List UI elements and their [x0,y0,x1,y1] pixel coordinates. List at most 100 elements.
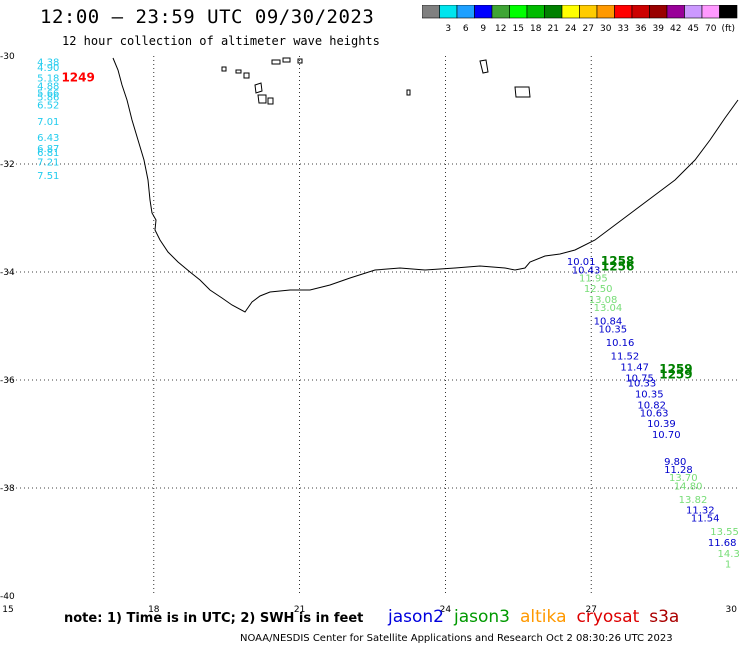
scale-swatch [491,5,510,19]
scale-label: 9 [480,24,486,34]
satellite-legend: jason2 jason3 altika cryosat s3a [388,607,689,627]
pass-time-label: 1259 [659,368,692,382]
island-path [235,69,242,74]
island-path [406,89,411,96]
scale-swatch [719,5,738,19]
wave-height-value: 6.43 [37,133,59,144]
island-path [282,57,291,63]
scale-label: 15 [513,24,524,34]
wave-height-value: 12.50 [584,284,613,295]
lat-tick-label: -38 [0,484,15,494]
scale-swatch [456,5,475,19]
wave-height-value: 10.01 [567,257,596,268]
scale-swatch [509,5,528,19]
scale-label: 12 [495,24,506,34]
wave-height-value: 10.70 [652,430,681,441]
lat-tick-label: -32 [0,160,15,170]
scale-swatch [666,5,685,19]
island-path [267,97,274,105]
wave-height-value: 5.18 [37,74,59,85]
scale-label: 39 [653,24,665,34]
lon-tick-label: 24 [440,605,452,615]
wave-height-value: 13.82 [679,495,708,506]
wave-height-value: 7.51 [37,171,59,182]
legend-item-jason3: jason3 [454,607,510,627]
legend-item-altika: altika [520,607,567,627]
wave-height-value: 10.33 [628,379,657,390]
scale-swatch [649,5,668,19]
wave-height-value: 4.88 [37,82,59,93]
island-path [514,86,531,98]
scale-label: 70 [705,24,717,34]
scale-swatch [614,5,633,19]
scale-swatch [474,5,493,19]
wave-height-value: 6.87 [37,144,59,155]
wave-height-value: 7.01 [37,117,59,128]
pass-time-label: 1258 [601,254,634,268]
wave-height-value: 7.21 [37,157,59,168]
wave-height-value: 11.54 [691,514,720,525]
scale-label: 24 [565,24,577,34]
scale-swatch [701,5,720,19]
pass-time-label: 1259 [659,362,692,376]
wave-height-value: 10.84 [594,317,623,328]
scale-label: 27 [583,24,594,34]
lat-tick-label: -30 [0,52,15,62]
scale-label: 6 [463,24,469,34]
lat-tick-label: -34 [0,268,15,278]
scale-label: 45 [688,24,699,34]
wave-height-value: 11.32 [686,506,715,517]
wave-height-value: 10.35 [598,325,627,336]
wave-height-value: 9.80 [664,457,686,468]
scale-swatch [579,5,598,19]
legend-item-jason2: jason2 [388,607,444,627]
island-path [271,59,281,65]
wave-height-value: 1 [725,560,731,571]
scale-label: 3 [445,24,451,34]
wave-height-value: 11.95 [579,273,608,284]
coastline-path [112,57,739,313]
wave-height-value: 13.08 [589,295,618,306]
lon-tick-label: 27 [585,605,596,615]
lat-tick-label: -36 [0,376,15,386]
coastline [112,57,739,313]
wave-height-value: 5.86 [37,93,59,104]
island-path [243,72,250,79]
wave-height-value: 10.75 [625,373,654,384]
scale-swatch [439,5,458,19]
legend-item-cryosat: cryosat [576,607,640,627]
scale-swatch [561,5,580,19]
wave-height-value: 14.3 [718,549,740,560]
scale-label: 30 [600,24,612,34]
wave-height-value: 4.90 [37,63,59,74]
wave-height-value: 13.55 [710,527,739,538]
wave-height-value: 10.39 [647,419,676,430]
island-path [297,58,303,64]
scale-unit: (ft) [721,24,735,34]
wave-height-tracks: 4.384.905.184.885.665.866.52 7.01 6.436.87… [37,57,740,570]
wave-height-value: 10.35 [635,390,664,401]
wave-height-value: 13.04 [594,303,623,314]
wave-height-value: 11.47 [620,363,649,374]
island-path [257,94,267,104]
scale-label: 36 [635,24,647,34]
lon-tick-label: 18 [148,605,160,615]
scale-swatch [596,5,615,19]
graticule [8,56,737,596]
wave-height-value: 6.52 [37,101,59,112]
lat-tick-label: -40 [0,592,15,602]
wave-height-value: 5.66 [37,89,59,100]
wave-height-value: 11.28 [664,465,693,476]
scale-swatch [422,5,440,19]
island-path [479,59,489,74]
lat-tick-labels: -30 -32 -34 -36 -38 -40 [0,52,15,602]
pass-time-label: 1256 [601,260,634,274]
color-scale-bar: 3 6 9 12 15 18 21 24 27 30 33 36 39 42 45 70 (ft) [422,5,738,34]
wave-height-value: 10.63 [640,408,669,419]
scale-swatch [544,5,563,19]
legend-item-s3a: s3a [649,607,680,627]
scale-label: 42 [670,24,681,34]
lon-tick-label: 30 [726,605,738,615]
